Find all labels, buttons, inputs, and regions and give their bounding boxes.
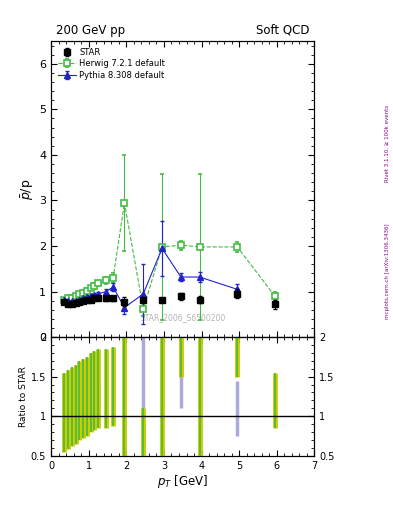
Text: Rivet 3.1.10, ≥ 100k events: Rivet 3.1.10, ≥ 100k events bbox=[385, 105, 389, 182]
X-axis label: $p_T$ [GeV]: $p_T$ [GeV] bbox=[157, 473, 208, 490]
Y-axis label: $\bar{p}$/p: $\bar{p}$/p bbox=[20, 178, 36, 200]
Text: 200 GeV pp: 200 GeV pp bbox=[56, 24, 125, 36]
Legend: STAR, Herwig 7.2.1 default, Pythia 8.308 default: STAR, Herwig 7.2.1 default, Pythia 8.308… bbox=[55, 45, 168, 82]
Text: mcplots.cern.ch [arXiv:1306.3436]: mcplots.cern.ch [arXiv:1306.3436] bbox=[385, 224, 389, 319]
Y-axis label: Ratio to STAR: Ratio to STAR bbox=[19, 366, 28, 427]
Text: STAR_2006_S6500200: STAR_2006_S6500200 bbox=[140, 313, 225, 323]
Text: Soft QCD: Soft QCD bbox=[255, 24, 309, 36]
